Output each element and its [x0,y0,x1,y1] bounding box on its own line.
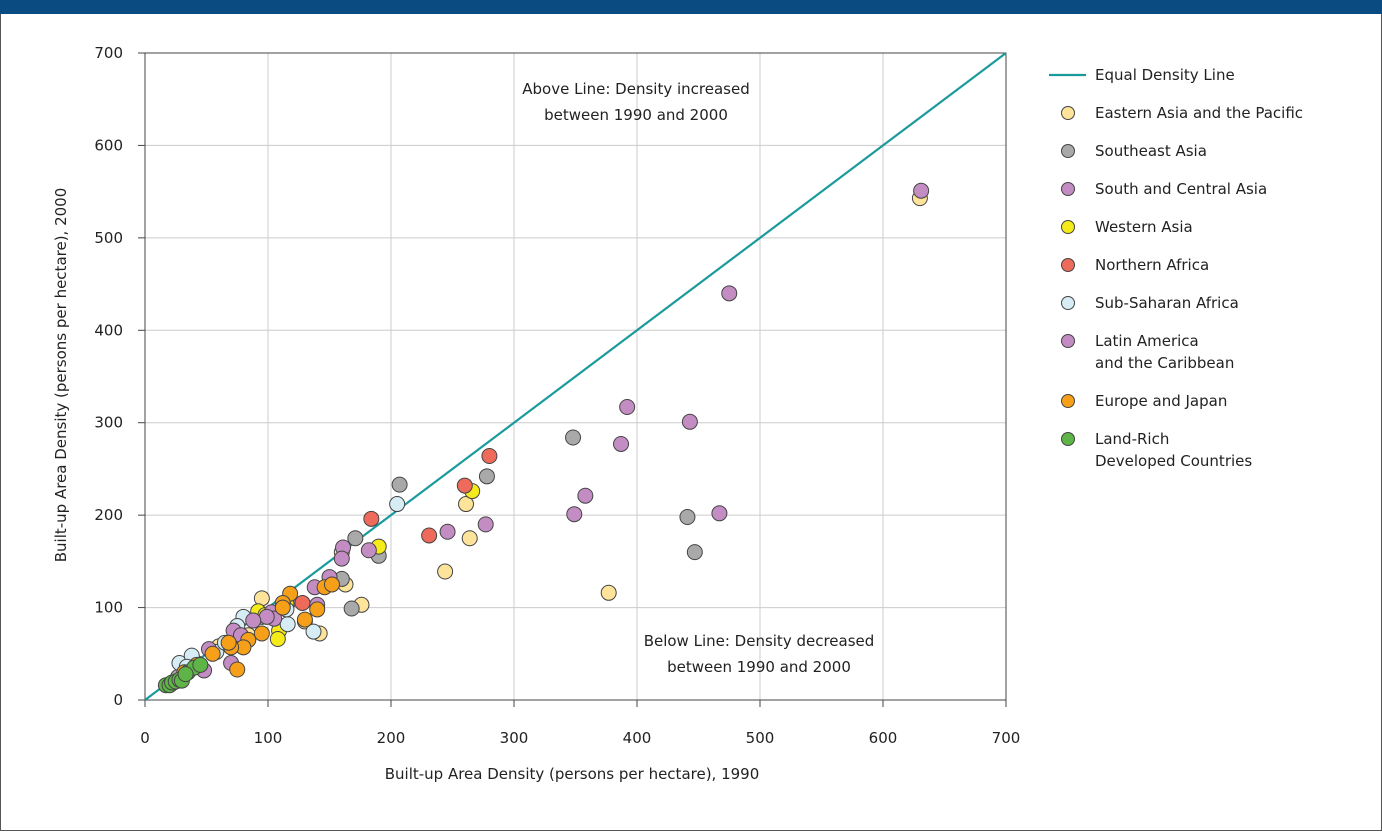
data-point [274,599,291,616]
header-bar [0,0,1382,14]
legend-marker [1061,334,1075,348]
data-point [721,285,738,302]
legend-label: Land-Rich [1095,430,1169,448]
legend-marker [1061,220,1075,234]
data-point [333,550,350,567]
data-point [294,594,311,611]
y-tick-label: 100 [94,599,123,617]
legend-label: Latin America [1095,332,1199,350]
data-point [456,477,473,494]
data-point [258,608,275,625]
legend: Equal Density Line Eastern Asia and the P… [1049,66,1303,470]
data-point [679,508,696,525]
data-point [421,527,438,544]
legend-marker [1061,144,1075,158]
legend-marker [1061,296,1075,310]
data-point [566,506,583,523]
data-point [437,563,454,580]
annotation-below-line-2: between 1990 and 2000 [667,658,851,676]
y-tick-label: 0 [113,691,123,709]
equal-density-line-path [144,52,1007,701]
data-point [613,435,630,452]
y-tick-label: 400 [94,321,123,339]
y-tick-label: 300 [94,414,123,432]
x-tick-label: 400 [623,729,652,747]
x-axis-label: Built-up Area Density (persons per hecta… [385,765,760,783]
legend-label: Southeast Asia [1095,142,1207,160]
legend-label: Developed Countries [1095,452,1252,470]
y-tick-label: 200 [94,506,123,524]
data-point [220,634,237,651]
legend-label: Equal Density Line [1095,66,1235,84]
annotation-below-line-1: Below Line: Density decreased [644,632,875,650]
data-point [681,413,698,430]
data-point [347,530,364,547]
x-tick-label: 500 [746,729,775,747]
data-point [360,542,377,559]
data-point [389,496,406,513]
legend-marker [1061,394,1075,408]
data-point [461,530,478,547]
y-tick-label: 700 [94,44,123,62]
data-point [245,612,262,629]
data-point [577,487,594,504]
equal-density-line [144,52,1007,701]
legend-marker [1061,182,1075,196]
legend-label: Sub-Saharan Africa [1095,294,1239,312]
x-tick-label: 0 [140,729,150,747]
data-point [600,584,617,601]
data-point [458,496,475,513]
data-point [229,661,246,678]
x-tick-label: 700 [992,729,1021,747]
data-point [296,611,313,628]
legend-label: and the Caribbean [1095,354,1234,372]
legend-label: Northern Africa [1095,256,1209,274]
annotation-above-line-1: Above Line: Density increased [522,80,749,98]
legend-marker [1061,258,1075,272]
legend-label: South and Central Asia [1095,180,1267,198]
data-point [253,625,270,642]
data-point [391,476,408,493]
legend-marker [1061,106,1075,120]
data-point [204,645,221,662]
y-axis-label: Built-up Area Density (persons per hecta… [52,188,70,563]
data-point [619,399,636,416]
x-tick-label: 300 [500,729,529,747]
x-tick-label: 200 [377,729,406,747]
data-point [439,523,456,540]
data-point [913,182,930,199]
data-point [323,576,340,593]
data-point [309,601,326,618]
data-point [711,505,728,522]
grid [144,52,1007,701]
legend-label: Western Asia [1095,218,1193,236]
legend-label: Europe and Japan [1095,392,1227,410]
data-point [279,616,296,633]
y-tick-label: 500 [94,229,123,247]
x-axis-ticks: 0 100 200 300 400 500 600 700 [140,700,1020,747]
legend-label: Eastern Asia and the Pacific [1095,104,1303,122]
plot-border [144,52,1007,701]
x-tick-label: 600 [869,729,898,747]
annotation-above-line-2: between 1990 and 2000 [544,106,728,124]
y-axis-ticks: 0 100 200 300 400 500 600 700 [94,44,145,709]
x-tick-label: 100 [254,729,283,747]
data-point [192,656,209,673]
data-point [305,623,322,640]
data-point [565,429,582,446]
data-point [477,516,494,533]
data-point [269,630,286,647]
data-point [478,468,495,485]
data-point [481,447,498,464]
y-tick-label: 600 [94,136,123,154]
data-points [157,182,930,694]
data-point [363,510,380,527]
legend-marker [1061,432,1075,446]
data-point [177,666,194,683]
data-point [686,544,703,561]
data-point [343,600,360,617]
